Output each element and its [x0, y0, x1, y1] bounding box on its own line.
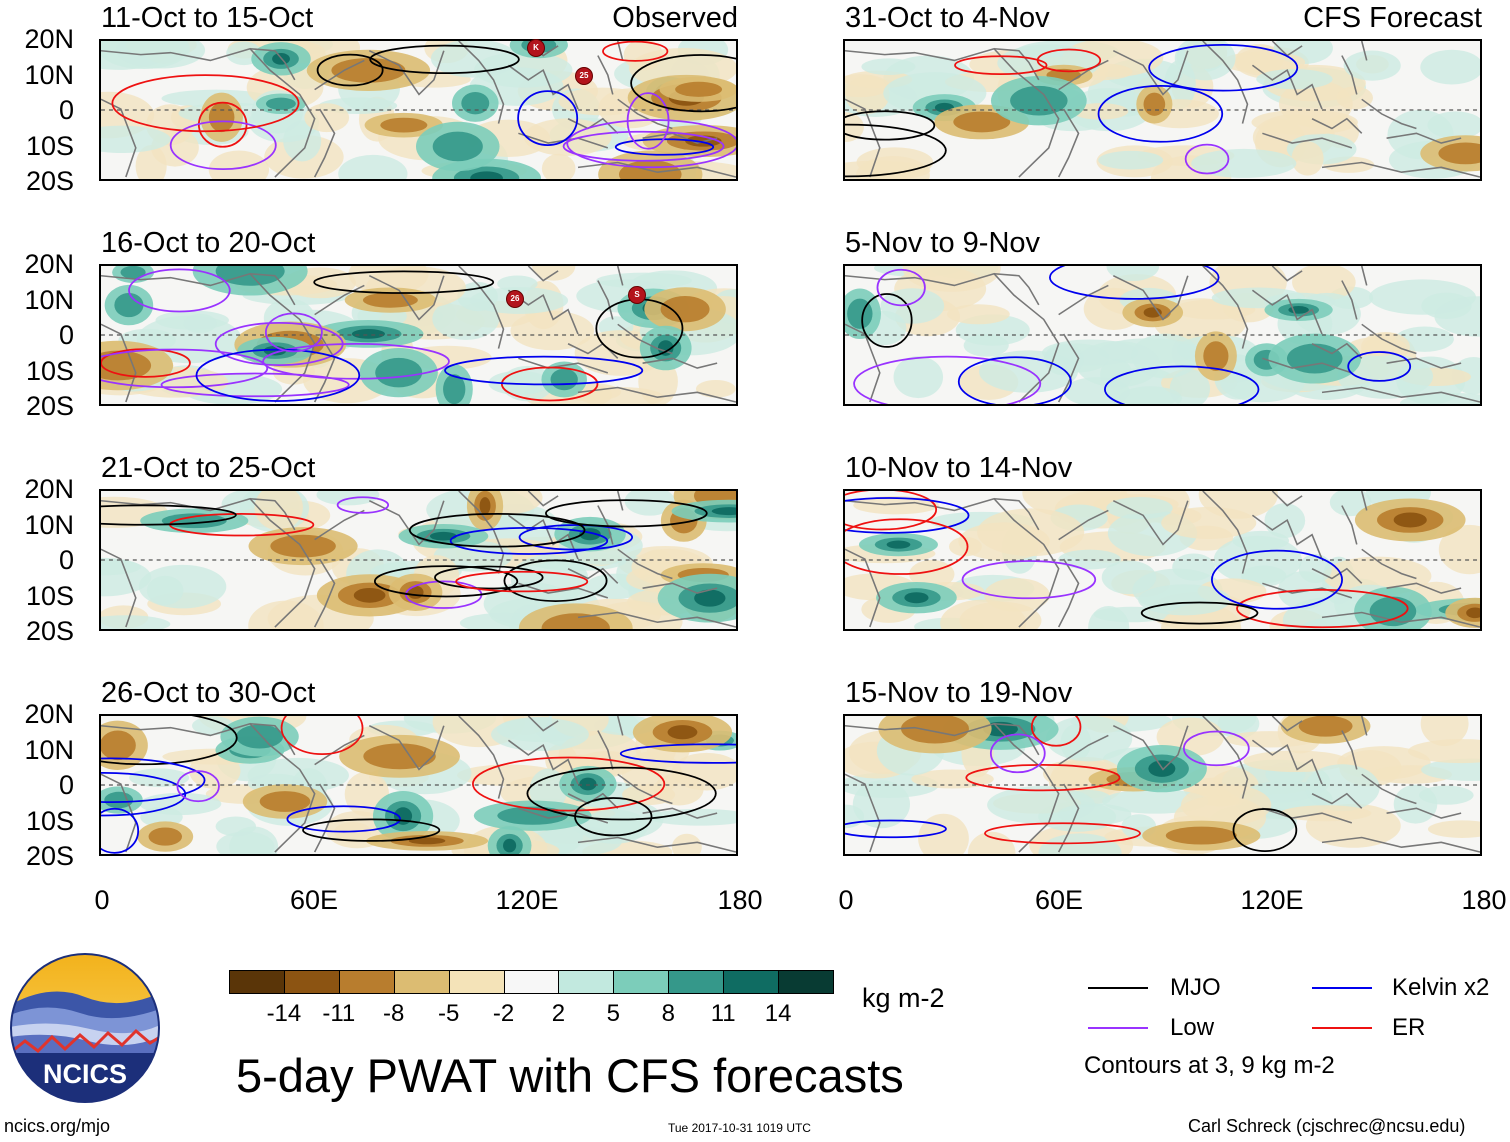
- panel-11-oct-to-15-oct-y-tick-20s: 20S: [25, 166, 74, 196]
- legend-er-label: ER: [1392, 1014, 1426, 1041]
- panel-16-oct-to-20-oct-y-tick-10s: 10S: [25, 355, 74, 386]
- panel-5-nov-to-9-nov-title: 5-Nov to 9-Nov: [845, 227, 1041, 259]
- colorbar-label: 14: [764, 1000, 792, 1027]
- panel-11-oct-to-15-oct-map: [99, 39, 738, 181]
- panel-31-oct-to-4-nov-title: 31-Oct to 4-Nov: [845, 2, 1050, 34]
- legend-mjo-label: MJO: [1170, 974, 1221, 1001]
- panel-5-nov-to-9-nov-map: [843, 264, 1482, 406]
- panel-11-oct-to-15-oct-tag: Observed: [612, 2, 738, 34]
- colorbar-label: 11: [710, 1000, 736, 1027]
- panel-16-oct-to-20-oct-title: 16-Oct to 20-Oct: [101, 227, 316, 259]
- panel-26-oct-to-30-oct-map: [99, 714, 738, 856]
- panel-26-oct-to-30-oct-y-tick-20n: 20N: [24, 699, 74, 729]
- x-tick-right-180: 180: [1461, 885, 1507, 915]
- colorbar-label: -14: [266, 1000, 302, 1027]
- panel-11-oct-to-15-oct-y-tick-20n: 20N: [24, 24, 74, 54]
- x-tick-left-120e: 120E: [495, 885, 559, 915]
- panel-21-oct-to-25-oct-map: [99, 489, 738, 631]
- storm-marker-s: S: [628, 286, 646, 304]
- panel-11-oct-to-15-oct-y-tick-10n: 10N: [24, 59, 74, 90]
- colorbar-label: 5: [606, 1000, 621, 1027]
- legend-er-line: [1312, 1027, 1372, 1029]
- legend-low-line: [1088, 1027, 1148, 1029]
- colorbar-label: 8: [661, 1000, 675, 1027]
- panel-11-oct-to-15-oct-y-tick-10s: 10S: [25, 130, 74, 161]
- colorbar-swatch: [503, 970, 560, 994]
- panel-26-oct-to-30-oct-y-tick-20s: 20S: [25, 841, 74, 871]
- panel-16-oct-to-20-oct-y-tick-20s: 20S: [25, 391, 74, 421]
- panel-21-oct-to-25-oct-title: 21-Oct to 25-Oct: [101, 452, 316, 484]
- colorbar-label: -8: [383, 1000, 405, 1027]
- colorbar-label: -2: [492, 1000, 515, 1027]
- legend-kelvin-label: Kelvin x2: [1392, 974, 1490, 1001]
- panel-16-oct-to-20-oct-y-tick-0: 0: [58, 320, 74, 350]
- colorbar-swatch: [448, 970, 505, 994]
- x-tick-right-60e: 60E: [1034, 885, 1084, 915]
- panel-16-oct-to-20-oct-y-tick-10n: 10N: [24, 284, 74, 315]
- panel-15-nov-to-19-nov-title: 15-Nov to 19-Nov: [845, 677, 1073, 709]
- legend-note: Contours at 3, 9 kg m-2: [1084, 1052, 1335, 1079]
- colorbar: -14 -11 -8 -5 -2 2 5 8 11 14: [229, 970, 834, 1040]
- colorbar-swatch: [558, 970, 615, 994]
- x-tick-right-0: 0: [838, 885, 854, 915]
- colorbar-swatch: [778, 970, 834, 994]
- colorbar-swatch: [229, 970, 285, 994]
- panel-21-oct-to-25-oct-y-tick-20s: 20S: [25, 616, 74, 646]
- footer-author: Carl Schreck (cjschrec@ncsu.edu): [1188, 1116, 1466, 1136]
- colorbar-swatch: [613, 970, 670, 994]
- panel-26-oct-to-30-oct-title: 26-Oct to 30-Oct: [101, 677, 316, 709]
- colorbar-label: 2: [551, 1000, 566, 1027]
- x-tick-left-60e: 60E: [289, 885, 339, 915]
- colorbar-swatch: [338, 970, 395, 994]
- footer-url[interactable]: ncics.org/mjo: [4, 1116, 111, 1136]
- panel-31-oct-to-4-nov-tag: CFS Forecast: [1303, 2, 1482, 34]
- logo-text: NCICS: [43, 1059, 127, 1089]
- panel-21-oct-to-25-oct-y-tick-10n: 10N: [24, 509, 74, 540]
- colorbar-swatch: [668, 970, 725, 994]
- panel-11-oct-to-15-oct-title: 11-Oct to 15-Oct: [101, 2, 314, 34]
- panel-16-oct-to-20-oct-y-tick-20n: 20N: [24, 249, 74, 279]
- panel-16-oct-to-20-oct-map: [99, 264, 738, 406]
- colorbar-swatch: [393, 970, 450, 994]
- panel-10-nov-to-14-nov-map: [843, 489, 1482, 631]
- panel-26-oct-to-30-oct-y-tick-0: 0: [58, 770, 74, 800]
- panel-11-oct-to-15-oct-y-tick-0: 0: [58, 95, 74, 125]
- x-tick-left-180: 180: [717, 885, 763, 915]
- storm-marker-25: 25: [575, 67, 593, 85]
- colorbar-label: -5: [437, 1000, 460, 1027]
- x-tick-right-120e: 120E: [1240, 885, 1304, 915]
- colorbar-swatch: [723, 970, 780, 994]
- panel-21-oct-to-25-oct-y-tick-10s: 10S: [25, 580, 74, 611]
- legend-low-label: Low: [1170, 1014, 1215, 1041]
- colorbar-label: -11: [322, 1000, 356, 1027]
- x-tick-left-0: 0: [94, 885, 110, 915]
- colorbar-unit: kg m-2: [862, 983, 945, 1013]
- panel-15-nov-to-19-nov-map: [843, 714, 1482, 856]
- ncics-logo: NCICS: [10, 953, 160, 1103]
- storm-marker-26: 26: [506, 290, 524, 308]
- colorbar-swatch: [283, 970, 340, 994]
- panel-31-oct-to-4-nov-map: [843, 39, 1482, 181]
- panel-26-oct-to-30-oct-y-tick-10s: 10S: [25, 805, 74, 836]
- storm-marker-k: K: [527, 39, 545, 57]
- legend-kelvin-line: [1312, 987, 1372, 989]
- panel-26-oct-to-30-oct-y-tick-10n: 10N: [24, 734, 74, 765]
- panel-21-oct-to-25-oct-y-tick-0: 0: [58, 545, 74, 575]
- legend-mjo-line: [1088, 987, 1148, 989]
- main-title: 5-day PWAT with CFS forecasts: [236, 1049, 904, 1102]
- footer-timestamp: Tue 2017-10-31 1019 UTC: [668, 1121, 811, 1135]
- legend: MJO Kelvin x2 Low ER Contours at 3, 9 kg…: [1080, 970, 1510, 1080]
- panel-21-oct-to-25-oct-y-tick-20n: 20N: [24, 474, 74, 504]
- panel-10-nov-to-14-nov-title: 10-Nov to 14-Nov: [845, 452, 1073, 484]
